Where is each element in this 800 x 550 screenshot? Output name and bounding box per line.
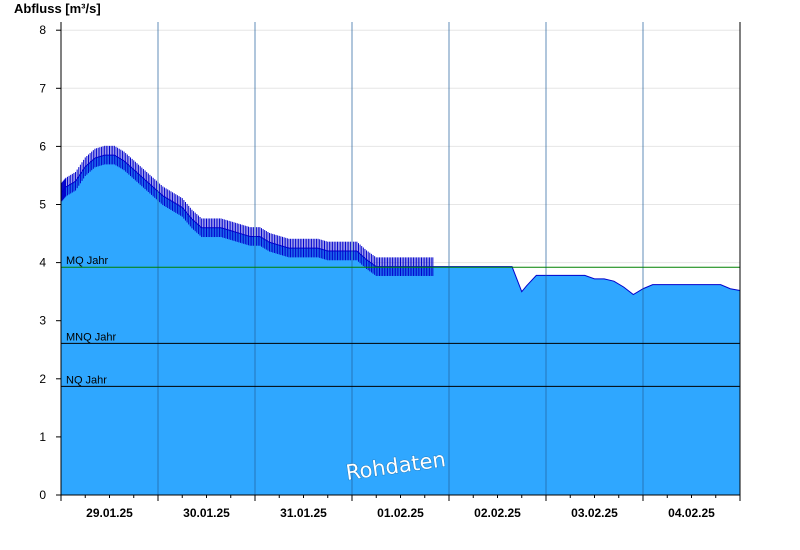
y-tick-label: 2 [39, 372, 46, 386]
discharge-area [61, 155, 740, 496]
y-tick-label: 4 [39, 256, 46, 270]
y-tick-label: 5 [39, 198, 46, 212]
y-tick-labels: 0 1 2 3 4 5 6 7 8 [39, 23, 61, 502]
x-tick-label: 29.01.25 [86, 506, 133, 520]
x-tick-label: 30.01.25 [183, 506, 230, 520]
y-tick-label: 3 [39, 314, 46, 328]
y-tick-label: 1 [39, 430, 46, 444]
reference-label: MNQ Jahr [66, 331, 116, 343]
x-tick-labels: 29.01.25 30.01.25 31.01.25 01.02.25 02.02.25… [60, 495, 741, 520]
reference-lines: MQ Jahr MNQ Jahr NQ Jahr [61, 255, 740, 387]
y-tick-label: 0 [39, 488, 46, 502]
reference-label: MQ Jahr [66, 255, 109, 267]
x-tick-label: 04.02.25 [668, 506, 715, 520]
x-tick-label: 31.01.25 [280, 506, 327, 520]
y-tick-label: 8 [39, 23, 46, 37]
x-tick-label: 03.02.25 [571, 506, 618, 520]
x-tick-label: 02.02.25 [474, 506, 521, 520]
x-tick-label: 01.02.25 [377, 506, 424, 520]
y-axis-label: Abfluss [m³/s] [14, 1, 101, 16]
day-separators [157, 22, 644, 495]
y-tick-label: 7 [39, 81, 46, 95]
y-tick-label: 6 [39, 139, 46, 153]
discharge-series [60, 145, 741, 496]
reference-label: NQ Jahr [66, 374, 107, 386]
